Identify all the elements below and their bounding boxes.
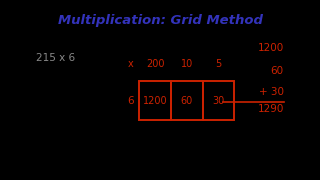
Text: Multiplication: Grid Method: Multiplication: Grid Method (58, 14, 262, 27)
Text: 60: 60 (271, 66, 284, 76)
Text: 60: 60 (181, 96, 193, 106)
Text: 10: 10 (181, 59, 193, 69)
Text: 5: 5 (215, 59, 222, 69)
Text: 1290: 1290 (258, 103, 284, 114)
Text: 6: 6 (127, 96, 134, 106)
Bar (140, 81, 171, 120)
Bar (203, 81, 234, 120)
Bar (171, 81, 203, 120)
Text: 200: 200 (146, 59, 164, 69)
Text: 215 x 6: 215 x 6 (36, 53, 75, 63)
Text: 30: 30 (212, 96, 225, 106)
Text: x: x (128, 59, 134, 69)
Text: 1200: 1200 (258, 43, 284, 53)
Text: + 30: + 30 (259, 87, 284, 97)
Text: 1200: 1200 (143, 96, 167, 106)
